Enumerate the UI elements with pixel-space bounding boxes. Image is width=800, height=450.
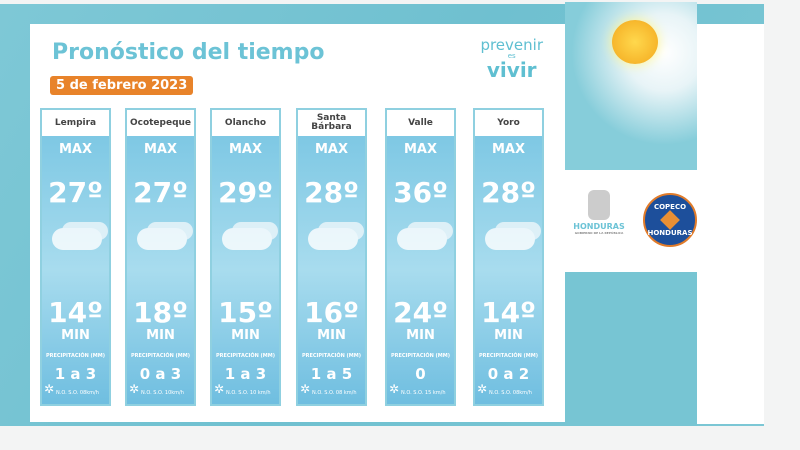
wind-text: N.O. S.O. 15 km/h — [401, 390, 446, 396]
max-label: MAX — [403, 142, 438, 157]
max-label: MAX — [58, 142, 93, 157]
min-temp: 14º — [481, 296, 536, 329]
page-title: Pronóstico del tiempo — [52, 40, 325, 65]
region-name: Ocotepeque — [127, 110, 194, 136]
precip-value: 1 a 5 — [310, 365, 353, 383]
date-badge: 5 de febrero 2023 — [50, 76, 194, 95]
min-label: MIN — [317, 328, 346, 343]
max-label: MAX — [491, 142, 526, 157]
region-name: Olancho — [212, 110, 279, 136]
precip-value: 0 a 2 — [487, 365, 530, 383]
region-body: MAX 27º 18º MIN PRECIPITACIÓN (MM) 0 a 3… — [127, 136, 194, 404]
region-column: Valle MAX 36º 24º MIN PRECIPITACIÓN (MM)… — [385, 108, 456, 406]
wind-text: N.O. S.O. 10 km/h — [226, 390, 271, 396]
wind-icon: ✲ — [44, 382, 55, 396]
min-temp: 14º — [48, 296, 103, 329]
wind-icon: ✲ — [389, 382, 400, 396]
wind-text: N.O. S.O. 08km/h — [489, 390, 532, 396]
region-column: Santa Bárbara MAX 28º 16º MIN PRECIPITAC… — [296, 108, 367, 406]
precip-label: PRECIPITACIÓN (MM) — [45, 353, 106, 359]
precip-label: PRECIPITACIÓN (MM) — [130, 353, 191, 359]
region-body: MAX 36º 24º MIN PRECIPITACIÓN (MM) 0 ✲ N… — [387, 136, 454, 404]
region-name: Yoro — [475, 110, 542, 136]
region-name: Lempira — [42, 110, 109, 136]
diamond-icon — [660, 210, 680, 230]
max-label: MAX — [314, 142, 349, 157]
wind-icon: ✲ — [214, 382, 225, 396]
honduras-text: HONDURAS — [573, 222, 625, 231]
max-temp: 36º — [393, 176, 448, 209]
min-label: MIN — [406, 328, 435, 343]
region-body: MAX 28º 16º MIN PRECIPITACIÓN (MM) 1 a 5… — [298, 136, 365, 404]
precip-value: 0 a 3 — [139, 365, 182, 383]
min-label: MIN — [494, 328, 523, 343]
region-column: Yoro MAX 28º 14º MIN PRECIPITACIÓN (MM) … — [473, 108, 544, 406]
region-body: MAX 29º 15º MIN PRECIPITACIÓN (MM) 1 a 3… — [212, 136, 279, 404]
cloud-icon — [397, 228, 447, 250]
min-label: MIN — [61, 328, 90, 343]
forecast-card: Pronóstico del tiempo 5 de febrero 2023 … — [30, 24, 565, 422]
region-body: MAX 28º 14º MIN PRECIPITACIÓN (MM) 0 a 2… — [475, 136, 542, 404]
min-temp: 15º — [218, 296, 273, 329]
min-label: MIN — [146, 328, 175, 343]
max-label: MAX — [143, 142, 178, 157]
min-temp: 18º — [133, 296, 188, 329]
precip-label: PRECIPITACIÓN (MM) — [478, 353, 539, 359]
min-label: MIN — [231, 328, 260, 343]
min-temp: 24º — [393, 296, 448, 329]
cloud-icon — [222, 228, 272, 250]
wind-text: N.O. S.O. 08 km/h — [312, 390, 357, 396]
prevenir-logo: prevenir es vivir — [480, 36, 543, 82]
max-temp: 28º — [481, 176, 536, 209]
cloud-icon — [137, 228, 187, 250]
honduras-subtext: GOBIERNO DE LA REPÚBLICA — [574, 231, 624, 235]
min-temp: 16º — [304, 296, 359, 329]
region-column: Ocotepeque MAX 27º 18º MIN PRECIPITACIÓN… — [125, 108, 196, 406]
region-body: MAX 27º 14º MIN PRECIPITACIÓN (MM) 1 a 3… — [42, 136, 109, 404]
region-name: Valle — [387, 110, 454, 136]
wind-icon: ✲ — [300, 382, 311, 396]
seal-icon — [588, 190, 610, 220]
precip-label: PRECIPITACIÓN (MM) — [215, 353, 276, 359]
logo-line3: vivir — [486, 58, 537, 82]
copeco-text: COPECO — [653, 203, 687, 211]
region-name: Santa Bárbara — [298, 110, 365, 136]
max-label: MAX — [228, 142, 263, 157]
cloud-icon — [308, 228, 358, 250]
copeco-subtext: HONDURAS — [647, 229, 693, 237]
decor-strip — [565, 272, 697, 426]
precip-value: 0 — [415, 365, 426, 383]
logo-line1: prevenir — [480, 36, 543, 54]
max-temp: 29º — [218, 176, 273, 209]
copeco-logo: COPECO HONDURAS — [643, 193, 697, 247]
honduras-logo: HONDURAS GOBIERNO DE LA REPÚBLICA — [568, 190, 630, 235]
wind-text: N.O. S.O. 10km/h — [141, 390, 184, 396]
region-column: Lempira MAX 27º 14º MIN PRECIPITACIÓN (M… — [40, 108, 111, 406]
max-temp: 27º — [133, 176, 188, 209]
wind-icon: ✲ — [477, 382, 488, 396]
precip-label: PRECIPITACIÓN (MM) — [390, 353, 451, 359]
logo-line2: es — [507, 52, 516, 60]
wind-icon: ✲ — [129, 382, 140, 396]
max-temp: 28º — [304, 176, 359, 209]
precip-label: PRECIPITACIÓN (MM) — [301, 353, 362, 359]
precip-value: 1 a 3 — [224, 365, 267, 383]
cloud-icon — [52, 228, 102, 250]
sun-icon — [612, 20, 658, 64]
side-panel — [697, 24, 764, 424]
region-column: Olancho MAX 29º 15º MIN PRECIPITACIÓN (M… — [210, 108, 281, 406]
wind-text: N.O. S.O. 08km/h — [56, 390, 99, 396]
precip-value: 1 a 3 — [54, 365, 97, 383]
max-temp: 27º — [48, 176, 103, 209]
cloud-icon — [485, 228, 535, 250]
